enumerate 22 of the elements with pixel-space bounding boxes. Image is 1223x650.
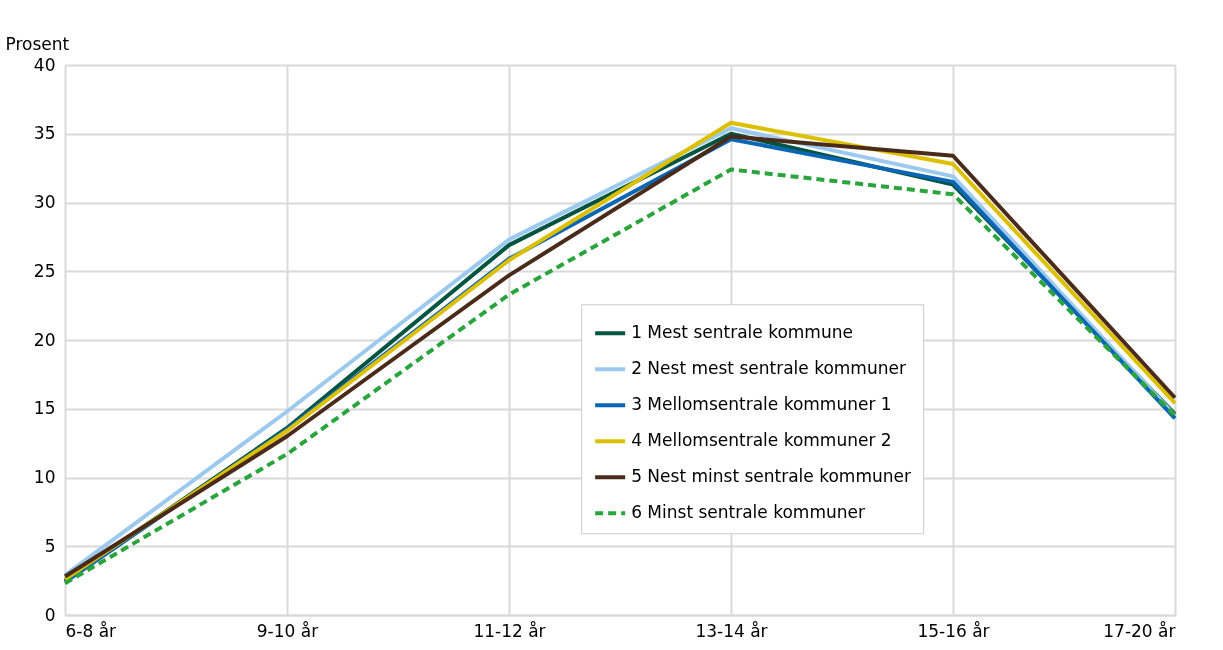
legend-label: 6 Minst sentrale kommuner — [631, 502, 865, 523]
y-tick-label: 15 — [33, 398, 56, 419]
y-tick-label: 35 — [33, 123, 56, 144]
y-tick-label: 25 — [33, 260, 56, 281]
y-tick-label: 5 — [44, 535, 56, 556]
legend-label: 4 Mellomsentrale kommuner 2 — [631, 430, 892, 451]
legend-label: 2 Nest mest sentrale kommuner — [631, 358, 906, 379]
legend-label: 1 Mest sentrale kommune — [631, 322, 853, 343]
legend-label: 5 Nest minst sentrale kommuner — [631, 466, 911, 487]
y-tick-label: 10 — [33, 467, 56, 487]
y-tick-label: 30 — [33, 192, 56, 212]
legend-label: 3 Mellomsentrale kommuner 1 — [631, 394, 892, 415]
y-tick-label: 20 — [33, 329, 56, 350]
x-tick-label: 17-20 år — [1103, 620, 1176, 641]
y-tick-label: 40 — [33, 54, 56, 75]
x-tick-label: 13-14 år — [695, 620, 768, 641]
x-tick-label: 15-16 år — [917, 620, 990, 641]
y-axis-title: Prosent — [5, 33, 70, 54]
x-tick-label: 6-8 år — [65, 620, 117, 641]
x-tick-label: 9-10 år — [256, 620, 319, 641]
y-tick-label: 0 — [44, 604, 56, 625]
x-tick-label: 11-12 år — [473, 620, 546, 641]
